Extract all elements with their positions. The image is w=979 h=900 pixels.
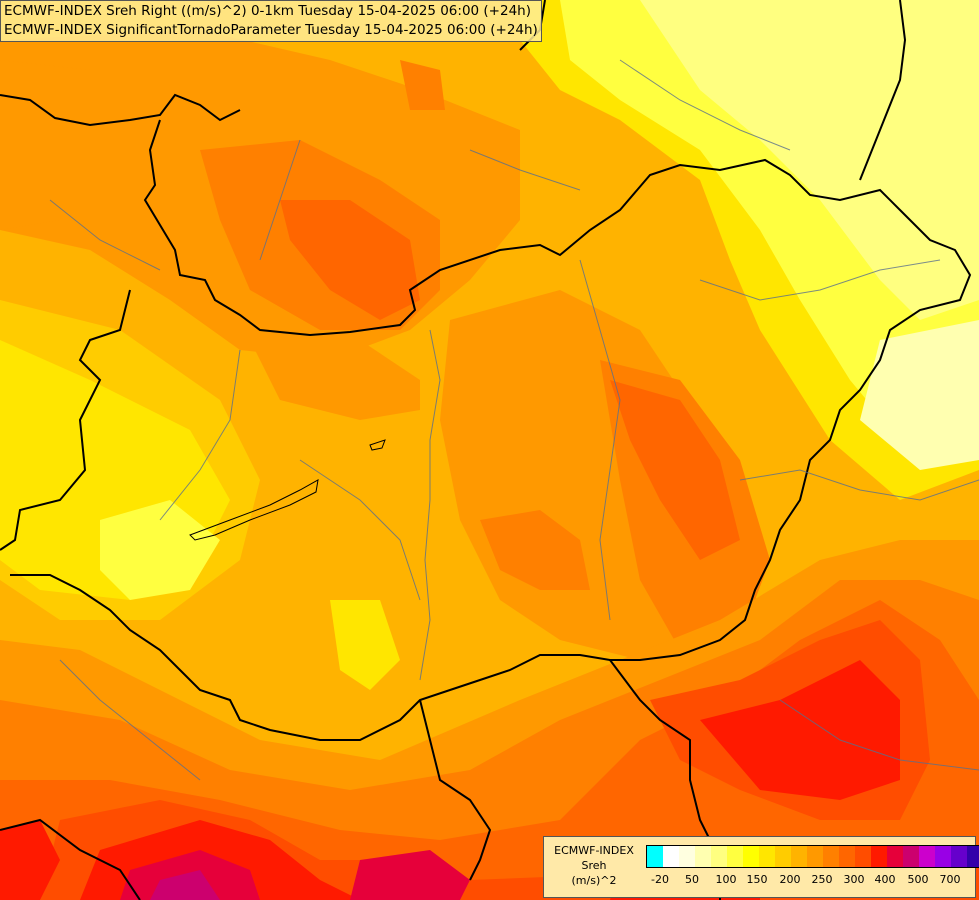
moderate-sreh-central-region <box>250 290 770 660</box>
legend-swatch <box>743 846 759 867</box>
legend-swatch <box>791 846 807 867</box>
legend-title-unit: (m/s)^2 <box>571 874 617 887</box>
lake-outline <box>189 479 319 541</box>
moderate-sreh-north-region <box>0 30 520 360</box>
legend-tick-label: 700 <box>939 873 961 886</box>
legend-tick-label: 400 <box>874 873 896 886</box>
legend-tick-label: 200 <box>779 873 801 886</box>
legend-swatch <box>679 846 695 867</box>
legend-title-model: ECMWF-INDEX <box>554 844 634 857</box>
legend-swatch <box>695 846 711 867</box>
low-sreh-north-east-region <box>520 0 979 500</box>
legend-title-parameter: Sreh <box>581 859 607 872</box>
color-legend: ECMWF-INDEX Sreh (m/s)^2 -20 50 100 150 200 2… <box>543 836 979 898</box>
map-title-box: ECMWF-INDEX Sreh Right ((m/s)^2) 0-1km T… <box>0 0 542 42</box>
lake-outline <box>369 439 386 451</box>
legend-swatch <box>711 846 727 867</box>
legend-swatch <box>823 846 839 867</box>
legend-swatch <box>951 846 967 867</box>
map-title-line1: ECMWF-INDEX Sreh Right ((m/s)^2) 0-1km T… <box>4 3 531 19</box>
legend-swatch <box>727 846 743 867</box>
legend-tick-label: 50 <box>685 873 699 886</box>
legend-color-scale <box>646 845 979 868</box>
legend-swatch <box>759 846 775 867</box>
legend-swatch <box>775 846 791 867</box>
legend-tick-label: 100 <box>715 873 737 886</box>
legend-swatch <box>967 846 979 867</box>
legend-swatch <box>887 846 903 867</box>
legend-swatch <box>807 846 823 867</box>
legend-tick-label: 300 <box>843 873 865 886</box>
legend-swatch <box>935 846 951 867</box>
legend-tick-label: -20 <box>651 873 669 886</box>
legend-tick-label: 150 <box>746 873 768 886</box>
legend-swatch <box>871 846 887 867</box>
legend-swatch <box>919 846 935 867</box>
high-sreh-south-region <box>0 540 979 900</box>
legend-tick-label: 250 <box>811 873 833 886</box>
legend-swatch <box>663 846 679 867</box>
legend-swatch <box>855 846 871 867</box>
legend-tick-label: 500 <box>907 873 929 886</box>
legend-swatch <box>903 846 919 867</box>
legend-swatch <box>839 846 855 867</box>
legend-swatch <box>647 846 663 867</box>
regional-boundaries <box>49 59 979 781</box>
map-title-line2: ECMWF-INDEX SignificantTornadoParameter … <box>4 22 538 38</box>
legend-title: ECMWF-INDEX Sreh (m/s)^2 <box>546 843 642 888</box>
